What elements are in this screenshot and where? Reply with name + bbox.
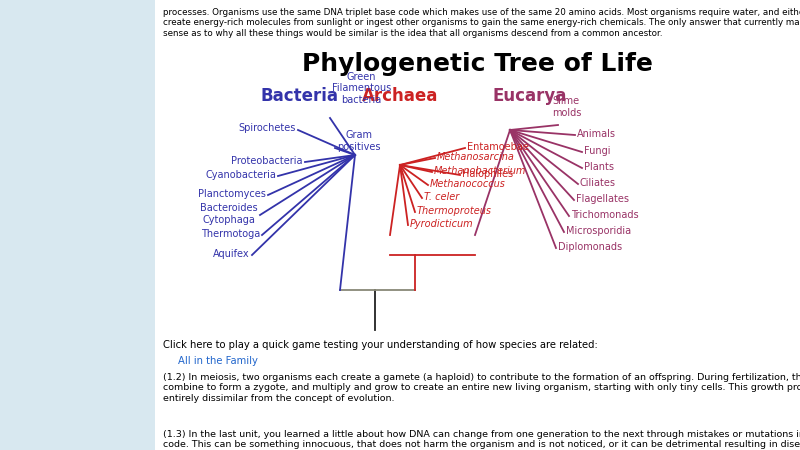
Text: All in the Family: All in the Family <box>178 356 258 366</box>
Text: Flagellates: Flagellates <box>576 194 629 204</box>
Text: T. celer: T. celer <box>424 192 459 202</box>
Text: Slime
molds: Slime molds <box>552 96 582 118</box>
Text: Aquifex: Aquifex <box>214 249 250 259</box>
Text: Animals: Animals <box>577 129 616 139</box>
Text: Archaea: Archaea <box>362 87 438 105</box>
Text: Microsporidia: Microsporidia <box>566 226 631 236</box>
Text: Click here to play a quick game testing your understanding of how species are re: Click here to play a quick game testing … <box>163 340 598 350</box>
Text: Eucarya: Eucarya <box>493 87 567 105</box>
Text: Methanosarcina: Methanosarcina <box>437 152 515 162</box>
Text: Proteobacteria: Proteobacteria <box>231 156 303 166</box>
Text: Bacteroides
Cytophaga: Bacteroides Cytophaga <box>200 203 258 225</box>
Text: Planctomyces: Planctomyces <box>198 189 266 199</box>
Text: Green
Filamentous
bacteria: Green Filamentous bacteria <box>332 72 391 105</box>
Text: Cyanobacteria: Cyanobacteria <box>205 170 276 180</box>
Text: Entamoebae: Entamoebae <box>467 142 529 152</box>
Text: Plants: Plants <box>584 162 614 172</box>
Text: Methanobacterium: Methanobacterium <box>434 166 526 176</box>
Bar <box>155 0 800 450</box>
Text: Spirochetes: Spirochetes <box>238 123 296 133</box>
Text: Diplomonads: Diplomonads <box>558 242 622 252</box>
Text: Halophiles: Halophiles <box>462 169 513 179</box>
Text: Fungi: Fungi <box>584 146 610 156</box>
Text: (1.2) In meiosis, two organisms each create a gamete (a haploid) to contribute t: (1.2) In meiosis, two organisms each cre… <box>163 373 800 403</box>
Text: Thermoproteus: Thermoproteus <box>417 206 492 216</box>
Text: Phylogenetic Tree of Life: Phylogenetic Tree of Life <box>302 52 653 76</box>
Text: (1.3) In the last unit, you learned a little about how DNA can change from one g: (1.3) In the last unit, you learned a li… <box>163 430 800 450</box>
Text: Ciliates: Ciliates <box>580 178 616 188</box>
Text: Bacteria: Bacteria <box>261 87 339 105</box>
Text: Gram
positives: Gram positives <box>337 130 381 152</box>
Text: processes. Organisms use the same DNA triplet base code which makes use of the s: processes. Organisms use the same DNA tr… <box>163 8 800 38</box>
Text: Methanococcus: Methanococcus <box>430 179 506 189</box>
Text: Pyrodicticum: Pyrodicticum <box>410 219 474 229</box>
Text: Thermotoga: Thermotoga <box>201 229 260 239</box>
Text: Trichomonads: Trichomonads <box>571 210 638 220</box>
